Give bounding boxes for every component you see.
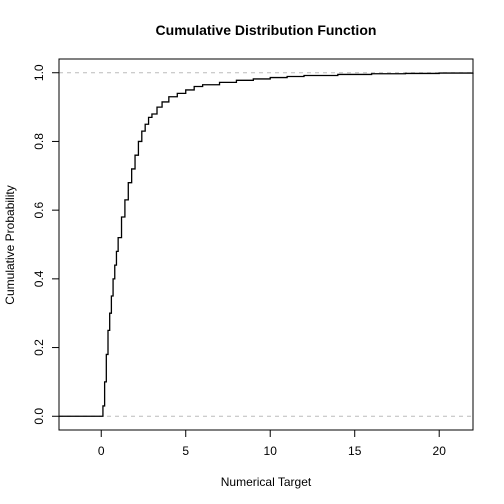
x-tick-label-3: 15 — [348, 444, 362, 458]
cdf-line-0 — [59, 72, 474, 417]
y-tick-label-3: 0.6 — [32, 201, 46, 218]
x-tick-label-1: 5 — [182, 444, 189, 458]
x-axis: 0 5 10 15 20 — [98, 430, 446, 458]
y-tick-label-2: 0.4 — [32, 270, 46, 287]
reference-lines — [59, 72, 473, 417]
chart-title: Cumulative Distribution Function — [156, 22, 377, 38]
x-tick-label-2: 10 — [264, 444, 278, 458]
x-tick-label-0: 0 — [98, 444, 105, 458]
y-axis: 0.0 0.2 0.4 0.6 0.8 1.0 — [32, 64, 59, 425]
y-axis-label: Cumulative Probability — [3, 185, 17, 304]
x-tick-label-4: 20 — [433, 444, 447, 458]
series-layer — [59, 72, 474, 417]
y-tick-label-4: 0.8 — [32, 133, 46, 150]
y-tick-label-5: 1.0 — [32, 64, 46, 81]
x-axis-label: Numerical Target — [221, 475, 312, 489]
y-tick-label-1: 0.2 — [32, 339, 46, 356]
plot-frame — [58, 58, 474, 431]
y-tick-label-0: 0.0 — [32, 408, 46, 425]
